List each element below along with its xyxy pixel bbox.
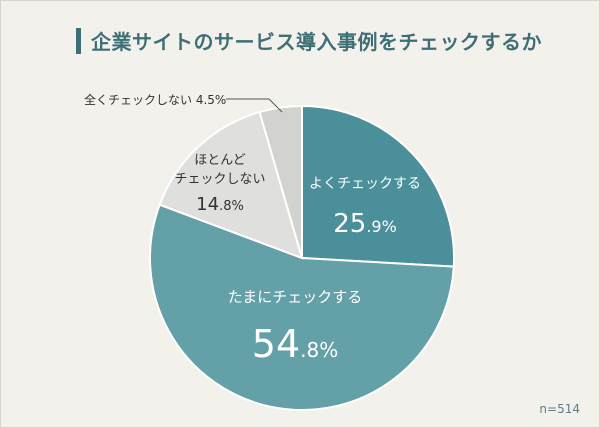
slice-rarely-value: 14.8% [196,194,244,215]
callout-leader-line-vertical [268,98,283,113]
slice-often-label: よくチェックする [309,176,421,192]
chart-title: 企業サイトのサービス導入事例をチェックするか [91,30,542,54]
slice-often-check [301,104,455,268]
title-block: 企業サイトのサービス導入事例をチェックするか [76,26,542,55]
slice-sometimes-value: 54.8% [252,322,338,366]
slice-sometimes-label: たまにチェックする [228,288,363,306]
slice-often-value: 25.9% [333,209,397,239]
slice-rarely-label-line1: ほとんど [194,153,246,168]
slice-never-callout-label: 全くチェックしない 4.5% [84,92,226,107]
title-accent-bar [76,27,81,54]
slice-never-check [258,104,303,259]
slice-rarely-check [158,110,304,260]
slice-rarely-label-line2: チェックしない [174,172,265,187]
slice-sometimes-check [149,203,455,411]
sample-size-label: n=514 [539,402,580,416]
